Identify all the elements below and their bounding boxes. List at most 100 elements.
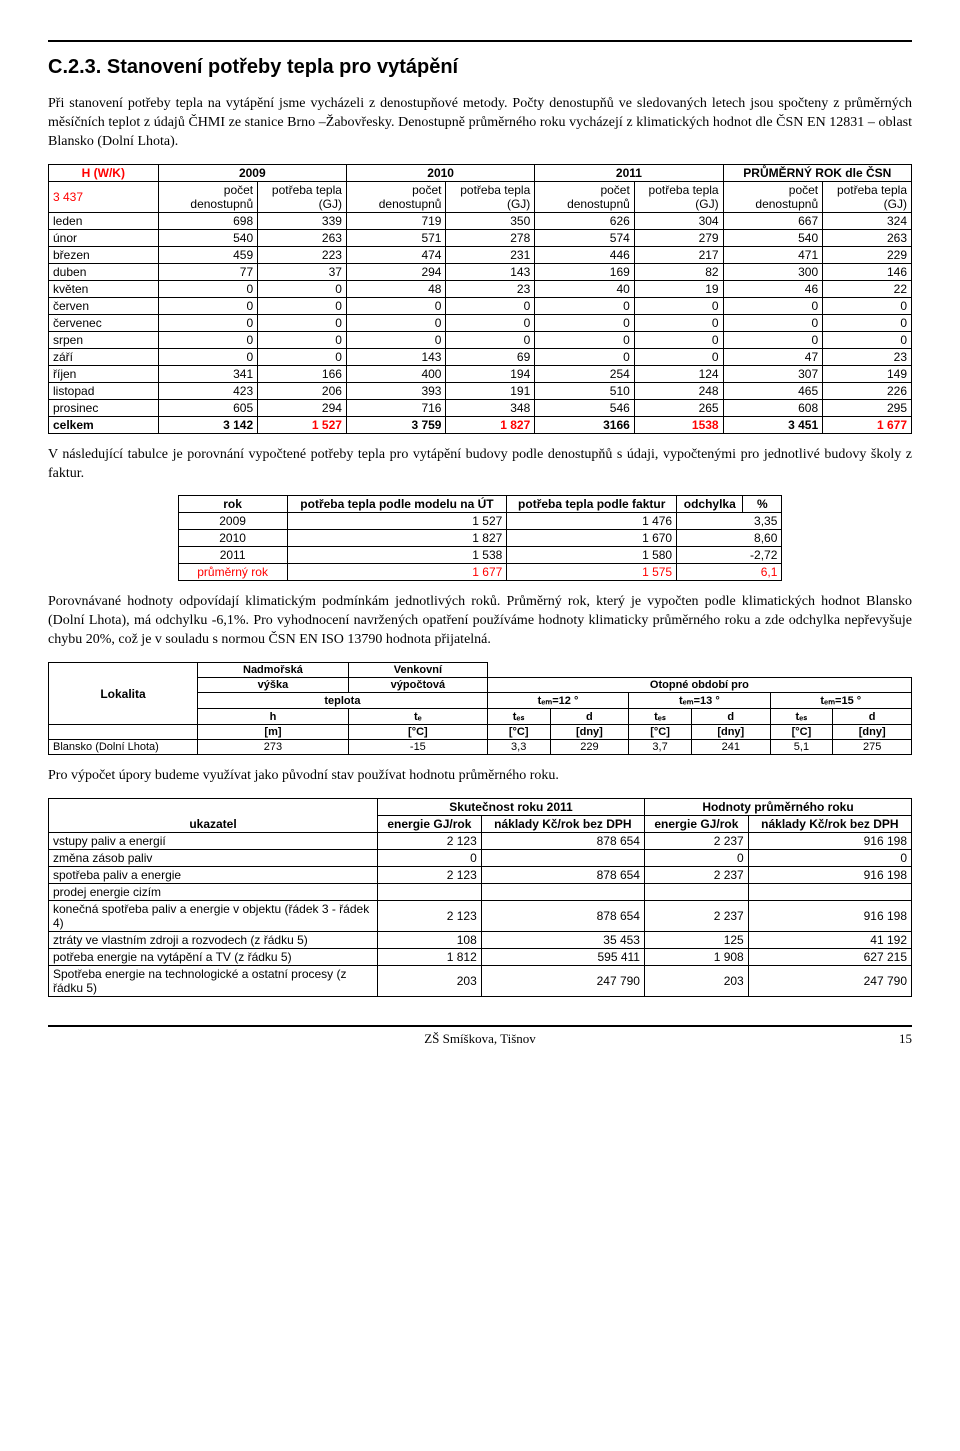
table-cell: 341 — [158, 365, 258, 382]
tes-label: tₑₛ — [487, 709, 550, 725]
table-cell: 217 — [634, 246, 723, 263]
table-cell: 1 827 — [287, 530, 507, 547]
table-cell: 878 654 — [481, 867, 644, 884]
unit-d: [dny] — [833, 725, 912, 740]
table-cell: 0 — [378, 850, 482, 867]
table-cell: 247 790 — [748, 966, 911, 997]
table-cell: 226 — [823, 382, 912, 399]
table-cell: prodej energie cizím — [49, 884, 378, 901]
table-cell: 1 476 — [507, 513, 677, 530]
table-cell: 0 — [644, 850, 748, 867]
table-cell: 307 — [723, 365, 823, 382]
table-cell: Blansko (Dolní Lhota) — [49, 740, 198, 755]
table-cell: 0 — [723, 331, 823, 348]
table-cell: 471 — [723, 246, 823, 263]
table-cell: 0 — [823, 331, 912, 348]
table-cell: 0 — [258, 280, 347, 297]
table-cell: říjen — [49, 365, 159, 382]
table-cell: 878 654 — [481, 901, 644, 932]
vypoc-label: výpočtová — [348, 678, 487, 693]
table-cell: 324 — [823, 212, 912, 229]
table-cell: 0 — [535, 314, 635, 331]
tes-label: tₑₛ — [629, 709, 692, 725]
d-label: d — [550, 709, 629, 725]
table-cell: prosinec — [49, 399, 159, 416]
energie-label: energie GJ/rok — [378, 816, 482, 833]
table-cell: 40 — [535, 280, 635, 297]
table-cell: květen — [49, 280, 159, 297]
table-cell: 146 — [823, 263, 912, 280]
table-cell — [481, 884, 644, 901]
table-cell: 0 — [446, 314, 535, 331]
comparison-table: rok potřeba tepla podle modelu na ÚT pot… — [178, 495, 783, 581]
col-rok: rok — [178, 496, 287, 513]
section-heading: C.2.3. Stanovení potřeby tepla pro vytáp… — [48, 56, 912, 79]
table-cell: 23 — [446, 280, 535, 297]
table-cell: 719 — [346, 212, 446, 229]
avg-cell: 6,1 — [677, 564, 782, 581]
table-cell: 263 — [258, 229, 347, 246]
table-cell: 124 — [634, 365, 723, 382]
table-cell: 459 — [158, 246, 258, 263]
table-cell: 446 — [535, 246, 635, 263]
col-pct: % — [743, 496, 782, 513]
table-cell: 0 — [535, 348, 635, 365]
table-cell: listopad — [49, 382, 159, 399]
table-cell: březen — [49, 246, 159, 263]
table-cell: 304 — [634, 212, 723, 229]
table-cell: 0 — [634, 331, 723, 348]
venk-label: Venkovní — [348, 663, 487, 678]
table-cell: 1 538 — [287, 547, 507, 564]
table-cell: 465 — [723, 382, 823, 399]
table-cell: 339 — [258, 212, 347, 229]
total-cell: 3166 — [535, 416, 635, 433]
table-cell: 0 — [723, 297, 823, 314]
ukazatel-label: ukazatel — [49, 799, 378, 833]
total-cell: 3 759 — [346, 416, 446, 433]
table-cell: leden — [49, 212, 159, 229]
year-2011: 2011 — [535, 164, 723, 181]
naklady-label: náklady Kč/rok bez DPH — [481, 816, 644, 833]
col-faktur: potřeba tepla podle faktur — [507, 496, 677, 513]
table-cell: 350 — [446, 212, 535, 229]
table-cell: 254 — [535, 365, 635, 382]
table-cell: 2 123 — [378, 867, 482, 884]
unit-c: [°C] — [770, 725, 833, 740]
tem15: tₑₘ=15 ° — [770, 693, 911, 709]
table-cell: 294 — [258, 399, 347, 416]
tem12: tₑₘ=12 ° — [487, 693, 628, 709]
col-label: počet denostupnů — [723, 181, 823, 212]
table-cell: 0 — [158, 297, 258, 314]
table-cell: 2 237 — [644, 901, 748, 932]
unit-c: [°C] — [629, 725, 692, 740]
table-cell: 37 — [258, 263, 347, 280]
table-cell: 273 — [198, 740, 349, 755]
table-cell: 1 670 — [507, 530, 677, 547]
table-cell: 143 — [346, 348, 446, 365]
vyska-label: výška — [198, 678, 349, 693]
table-cell: 2 123 — [378, 901, 482, 932]
table-cell: 0 — [634, 314, 723, 331]
total-cell: 3 451 — [723, 416, 823, 433]
avg-label: Hodnoty průměrného roku — [644, 799, 911, 816]
para-4: Pro výpočet úpory budeme využívat jako p… — [48, 767, 912, 786]
table-cell: 47 — [723, 348, 823, 365]
table-cell: 0 — [258, 314, 347, 331]
table-cell: 0 — [158, 331, 258, 348]
col-label: potřeba tepla (GJ) — [634, 181, 723, 212]
table-cell: červenec — [49, 314, 159, 331]
table-cell: 223 — [258, 246, 347, 263]
table-cell: 0 — [158, 314, 258, 331]
unit-d: [dny] — [691, 725, 770, 740]
total-cell: 1 527 — [258, 416, 347, 433]
table-cell: 916 198 — [748, 833, 911, 850]
table-cell: 510 — [535, 382, 635, 399]
table-cell: 0 — [446, 297, 535, 314]
table-cell: ztráty ve vlastním zdroji a rozvodech (z… — [49, 932, 378, 949]
total-cell: 3 142 — [158, 416, 258, 433]
table-cell: 571 — [346, 229, 446, 246]
table-cell: spotřeba paliv a energie — [49, 867, 378, 884]
table-cell: 348 — [446, 399, 535, 416]
table-cell: 0 — [748, 850, 911, 867]
table-cell: 698 — [158, 212, 258, 229]
